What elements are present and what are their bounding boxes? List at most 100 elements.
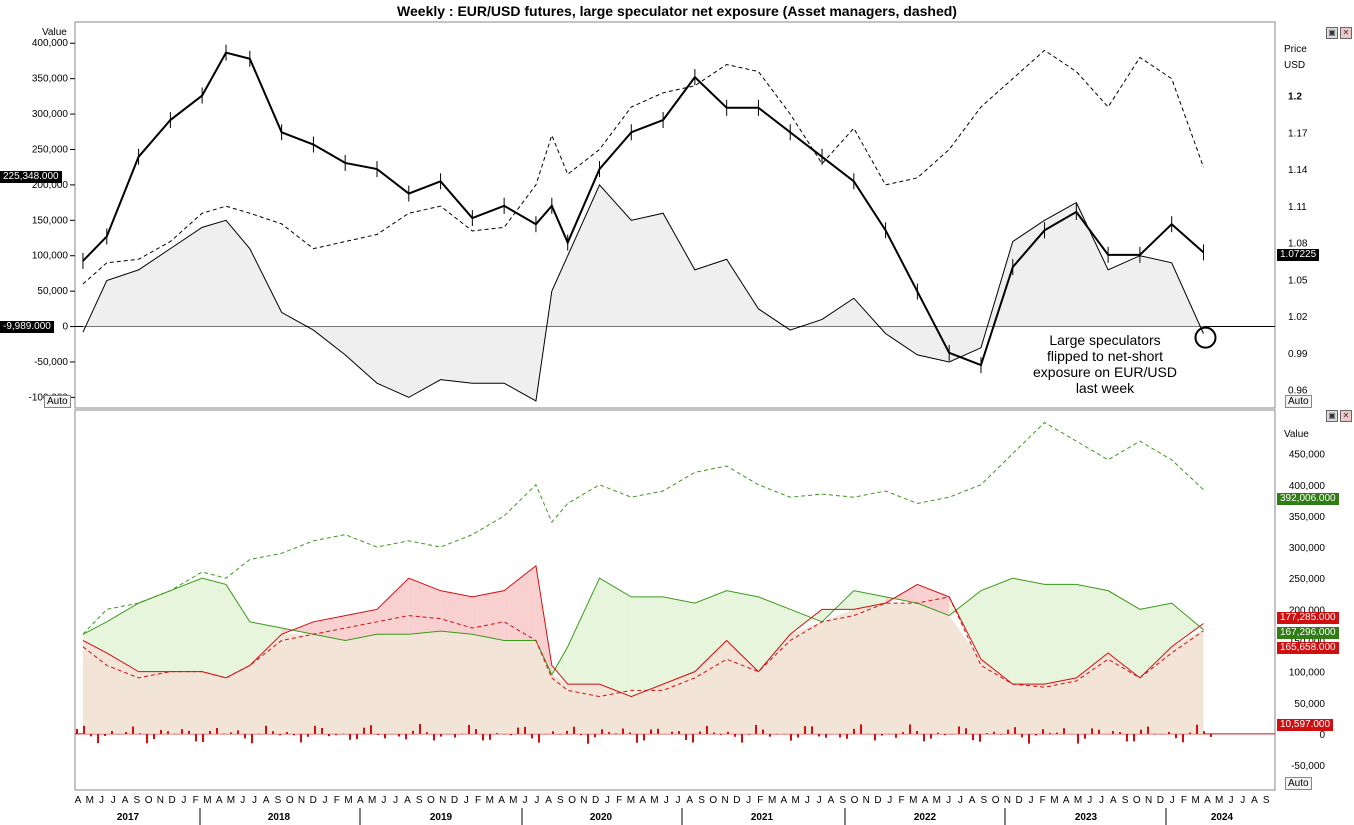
- month-label: M: [1050, 795, 1058, 806]
- month-label: A: [828, 795, 835, 806]
- month-label: J: [664, 795, 669, 806]
- year-label: 2021: [751, 812, 774, 823]
- month-label: N: [157, 795, 164, 806]
- lower-axis-tick: 100,000: [1289, 668, 1326, 679]
- spread-fill: [726, 590, 759, 672]
- left-axis-tick: 100,000: [32, 251, 69, 262]
- month-label: J: [381, 795, 386, 806]
- year-label: 2019: [430, 812, 453, 823]
- auto-scale-right-button[interactable]: Auto: [1285, 395, 1312, 408]
- series-large-speculators: [82, 183, 1204, 402]
- month-label: M: [344, 795, 352, 806]
- month-label: A: [1204, 795, 1211, 806]
- auto-scale-lower-button[interactable]: Auto: [1285, 777, 1312, 790]
- close-lower-pane-button[interactable]: ✕: [1340, 410, 1352, 422]
- month-label: O: [427, 795, 435, 806]
- right-axis-tick: 1.05: [1288, 275, 1308, 286]
- spread-fill: [1044, 584, 1077, 685]
- month-label: S: [275, 795, 282, 806]
- left-axis-tick: 50,000: [37, 286, 68, 297]
- spec-area-fill: [82, 184, 1204, 401]
- year-label: 2022: [914, 812, 937, 823]
- month-label: A: [75, 795, 82, 806]
- month-label: M: [909, 795, 917, 806]
- month-label: J: [464, 795, 469, 806]
- month-label: J: [252, 795, 257, 806]
- month-label: A: [922, 795, 929, 806]
- month-label: M: [486, 795, 494, 806]
- month-label: A: [122, 795, 129, 806]
- right-axis-tick: 1.14: [1288, 165, 1308, 176]
- month-label: O: [992, 795, 1000, 806]
- left-axis-tick: 200,000: [32, 180, 69, 191]
- month-label: N: [863, 795, 870, 806]
- lower-axis-tick: -50,000: [1291, 761, 1325, 772]
- spread-fill: [631, 596, 664, 697]
- spread-fill: [567, 578, 600, 685]
- month-label: F: [616, 795, 622, 806]
- month-label: D: [310, 795, 317, 806]
- lower-axis-tick: 300,000: [1289, 543, 1326, 554]
- spread-fill: [980, 578, 1013, 685]
- lower-series-0: [82, 421, 1204, 635]
- right-axis-tick: 1.17: [1288, 128, 1308, 139]
- month-label: N: [721, 795, 728, 806]
- month-label: O: [709, 795, 717, 806]
- lower-axis-tick: 0: [1319, 730, 1325, 741]
- month-label: F: [898, 795, 904, 806]
- month-label: A: [781, 795, 788, 806]
- auto-scale-left-button[interactable]: Auto: [44, 395, 71, 408]
- month-label: N: [580, 795, 587, 806]
- month-label: J: [181, 795, 186, 806]
- left-axis-tick: 350,000: [32, 74, 69, 85]
- spread-fill: [694, 590, 727, 672]
- month-label: J: [393, 795, 398, 806]
- month-label: M: [368, 795, 376, 806]
- right-axis-tick: 0.96: [1288, 386, 1308, 397]
- lower-axis-tick: 200,000: [1289, 605, 1326, 616]
- badge-open-interest: 167,296.000: [1277, 627, 1339, 639]
- spread-fill: [225, 584, 250, 678]
- month-label: S: [1122, 795, 1129, 806]
- month-label: J: [111, 795, 116, 806]
- month-label: O: [286, 795, 294, 806]
- month-label: N: [1145, 795, 1152, 806]
- month-label: A: [969, 795, 976, 806]
- base-area-fill: [82, 603, 1204, 734]
- lower-axis-tick: 350,000: [1289, 512, 1326, 523]
- month-label: J: [605, 795, 610, 806]
- month-label: S: [557, 795, 564, 806]
- month-label: A: [1110, 795, 1117, 806]
- chart-title: Weekly : EUR/USD futures, large speculat…: [397, 3, 957, 19]
- spread-fill: [202, 578, 226, 678]
- month-label: J: [676, 795, 681, 806]
- right-axis-tick: 1.11: [1288, 202, 1307, 213]
- series-price: [82, 51, 1205, 367]
- month-label: M: [650, 795, 658, 806]
- restore-pane-button[interactable]: ▣: [1326, 27, 1338, 39]
- badge-long-positions: 392,006.000: [1277, 493, 1339, 505]
- spread-fill: [408, 578, 441, 635]
- restore-lower-pane-button[interactable]: ▣: [1326, 410, 1338, 422]
- spread-fill: [313, 615, 346, 641]
- month-label: A: [216, 795, 223, 806]
- month-label: O: [851, 795, 859, 806]
- lower-pane-frame: [74, 409, 1276, 791]
- month-label: J: [1087, 795, 1092, 806]
- year-label: 2018: [268, 812, 291, 823]
- month-label: M: [933, 795, 941, 806]
- spread-fill: [949, 590, 981, 660]
- annotation-line-3: exposure on EUR/USD: [1033, 364, 1177, 380]
- month-label: F: [1040, 795, 1046, 806]
- spread-fill: [170, 578, 203, 672]
- month-label: F: [757, 795, 763, 806]
- month-label: S: [416, 795, 423, 806]
- lower-axis-tick: 250,000: [1289, 574, 1326, 585]
- month-label: A: [639, 795, 646, 806]
- spread-fill: [82, 621, 107, 653]
- month-label: M: [1191, 795, 1199, 806]
- month-label: F: [193, 795, 199, 806]
- month-label: S: [698, 795, 705, 806]
- lower-series-2: [82, 564, 1204, 698]
- close-pane-button[interactable]: ✕: [1340, 27, 1352, 39]
